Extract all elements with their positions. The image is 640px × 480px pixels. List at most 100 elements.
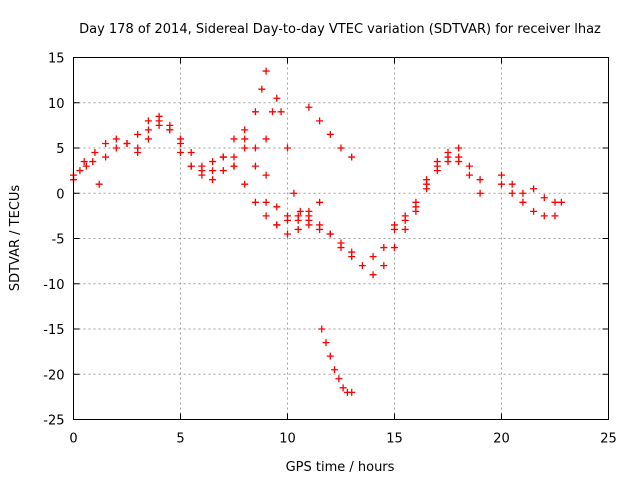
data-point bbox=[380, 244, 388, 252]
data-point bbox=[177, 149, 184, 157]
data-point bbox=[219, 153, 227, 161]
data-point bbox=[76, 167, 84, 175]
data-point bbox=[305, 221, 313, 229]
data-point bbox=[296, 207, 304, 215]
series-trace-k bbox=[498, 180, 559, 220]
data-point bbox=[102, 139, 110, 147]
data-point bbox=[290, 189, 298, 197]
data-point bbox=[335, 375, 343, 383]
data-point bbox=[95, 180, 103, 188]
data-point bbox=[269, 108, 277, 116]
data-point bbox=[89, 158, 97, 166]
data-point bbox=[316, 198, 324, 206]
data-point bbox=[273, 94, 281, 102]
series-trace-g bbox=[318, 325, 356, 396]
data-point bbox=[348, 153, 356, 161]
data-point bbox=[551, 198, 559, 206]
data-point bbox=[294, 225, 302, 233]
data-point bbox=[455, 153, 463, 161]
data-point bbox=[498, 180, 505, 188]
data-point bbox=[241, 180, 249, 188]
data-point bbox=[262, 135, 270, 143]
data-point bbox=[144, 135, 152, 143]
y-tick-label: -15 bbox=[43, 323, 64, 338]
data-point bbox=[251, 108, 259, 116]
data-point bbox=[508, 189, 516, 197]
series-trace-m bbox=[70, 158, 103, 188]
x-tick-label: 5 bbox=[176, 432, 184, 447]
data-point bbox=[305, 103, 313, 111]
data-point bbox=[444, 158, 452, 166]
y-tick-label: 15 bbox=[48, 52, 65, 67]
data-point bbox=[284, 230, 291, 238]
data-point bbox=[305, 212, 313, 220]
series-trace-l bbox=[498, 171, 565, 206]
y-tick-label: 0 bbox=[56, 187, 64, 202]
data-point bbox=[187, 149, 195, 157]
data-point bbox=[401, 225, 409, 233]
data-point bbox=[230, 153, 238, 161]
series-trace-h bbox=[358, 153, 484, 279]
data-point bbox=[455, 144, 463, 152]
x-tick-label: 0 bbox=[69, 432, 77, 447]
data-point bbox=[508, 180, 516, 188]
data-point bbox=[444, 149, 452, 157]
data-point bbox=[209, 167, 217, 175]
data-point bbox=[80, 158, 88, 166]
data-point bbox=[369, 271, 377, 279]
x-tick-label: 10 bbox=[279, 432, 296, 447]
data-point bbox=[540, 194, 548, 202]
data-point bbox=[187, 162, 195, 170]
data-point bbox=[262, 198, 270, 206]
data-point bbox=[91, 149, 99, 157]
data-point bbox=[112, 144, 120, 152]
data-point bbox=[123, 139, 131, 147]
data-point bbox=[241, 135, 249, 143]
data-point bbox=[262, 212, 270, 220]
data-point bbox=[476, 176, 484, 184]
data-point bbox=[339, 384, 347, 392]
data-point bbox=[551, 212, 559, 220]
data-point bbox=[241, 126, 249, 134]
series-trace-j bbox=[391, 144, 463, 229]
data-point bbox=[112, 135, 120, 143]
data-point bbox=[331, 366, 339, 374]
data-point bbox=[326, 130, 334, 138]
data-point bbox=[219, 167, 227, 175]
data-point bbox=[380, 262, 388, 270]
data-point bbox=[337, 144, 345, 152]
series-trace-b bbox=[102, 121, 324, 229]
data-point bbox=[358, 262, 366, 270]
data-point bbox=[273, 203, 281, 211]
data-point bbox=[557, 198, 565, 206]
y-tick-label: -5 bbox=[52, 233, 65, 248]
data-point bbox=[465, 171, 473, 179]
data-point bbox=[540, 212, 548, 220]
data-point bbox=[498, 171, 505, 179]
data-point bbox=[230, 162, 238, 170]
data-point bbox=[166, 126, 174, 134]
data-point bbox=[316, 225, 324, 233]
data-point bbox=[433, 167, 441, 175]
data-point bbox=[391, 221, 398, 229]
data-point bbox=[326, 352, 334, 360]
data-point bbox=[134, 130, 142, 138]
data-point bbox=[284, 144, 291, 152]
data-point bbox=[209, 176, 217, 184]
data-point bbox=[230, 135, 238, 143]
y-tick-label: 5 bbox=[56, 142, 64, 157]
axis-ticks: 0 5 10 15 20 25 15 10 5 0 -5 -10 -15 -20 -25 bbox=[43, 52, 617, 447]
data-point bbox=[258, 85, 266, 93]
x-tick-label: 25 bbox=[600, 432, 617, 447]
data-point bbox=[519, 198, 527, 206]
data-point bbox=[401, 212, 409, 220]
data-point bbox=[134, 144, 142, 152]
data-point bbox=[262, 171, 270, 179]
points bbox=[70, 67, 565, 396]
y-axis-label: SDTVAR / TECUs bbox=[8, 185, 23, 292]
data-point bbox=[530, 207, 538, 215]
series-trace-i bbox=[369, 153, 484, 261]
data-point bbox=[177, 135, 184, 143]
data-point bbox=[155, 117, 163, 125]
